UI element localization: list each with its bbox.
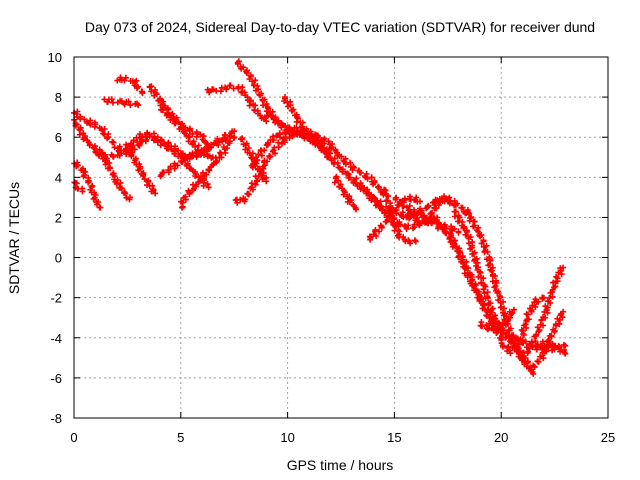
series-arc-11 (157, 133, 238, 180)
y-tick-label: 4 (55, 170, 62, 185)
point-markers (157, 133, 238, 180)
series-arc-10 (157, 102, 212, 151)
series-arc-17 (238, 135, 270, 185)
series-arc-8 (123, 141, 159, 197)
series-arc-13 (204, 82, 270, 125)
x-tick-label: 25 (601, 430, 615, 445)
series-arc-19 (281, 94, 325, 149)
x-tick-label: 0 (70, 430, 77, 445)
chart-title: Day 073 of 2024, Sidereal Day-to-day VTE… (85, 19, 595, 35)
plot-frame (73, 56, 609, 419)
data-points (71, 58, 569, 377)
y-tick-label: -2 (50, 291, 62, 306)
point-markers (519, 264, 567, 361)
y-tick-label: 8 (55, 90, 62, 105)
point-markers (178, 138, 233, 211)
series-arc-24 (380, 186, 419, 247)
y-tick-label: 2 (55, 210, 62, 225)
series-arc-21 (331, 173, 359, 213)
series-arc-31 (477, 306, 517, 334)
point-markers (264, 108, 388, 197)
point-markers (477, 306, 517, 334)
x-tick-label: 15 (387, 430, 401, 445)
point-markers (498, 294, 547, 357)
tick-labels: 0 5 10 15 20 25 -8 -6 -4 -2 0 2 4 6 8 10 (48, 50, 616, 445)
point-markers (123, 141, 159, 197)
y-tick-label: -8 (50, 411, 62, 426)
point-markers (238, 135, 270, 185)
series-arc-12 (178, 138, 233, 211)
point-markers (281, 94, 325, 149)
x-axis-label: GPS time / hours (287, 457, 394, 473)
point-markers (331, 173, 359, 213)
point-markers (532, 338, 569, 357)
series-arc-33 (519, 264, 567, 361)
x-tick-label: 10 (280, 430, 294, 445)
y-tick-label: 6 (55, 130, 62, 145)
y-tick-label: -6 (50, 371, 62, 386)
point-markers (204, 82, 270, 125)
y-tick-label: -4 (50, 331, 62, 346)
series-arc-5 (101, 96, 142, 109)
y-axis-label: SDTVAR / TECUs (6, 182, 22, 294)
series-arc-35 (532, 338, 569, 357)
series-arc-18 (264, 108, 388, 197)
point-markers (114, 74, 146, 97)
x-tick-label: 20 (494, 430, 508, 445)
series-arc-32 (498, 294, 547, 357)
point-markers (423, 193, 458, 227)
series-arc-6 (114, 74, 146, 97)
x-tick-label: 5 (177, 430, 184, 445)
series-arc-27 (423, 193, 458, 227)
point-markers (101, 96, 142, 109)
point-markers (157, 102, 212, 151)
point-markers (380, 186, 419, 247)
y-tick-label: 0 (55, 251, 62, 266)
y-tick-label: 10 (48, 50, 62, 65)
